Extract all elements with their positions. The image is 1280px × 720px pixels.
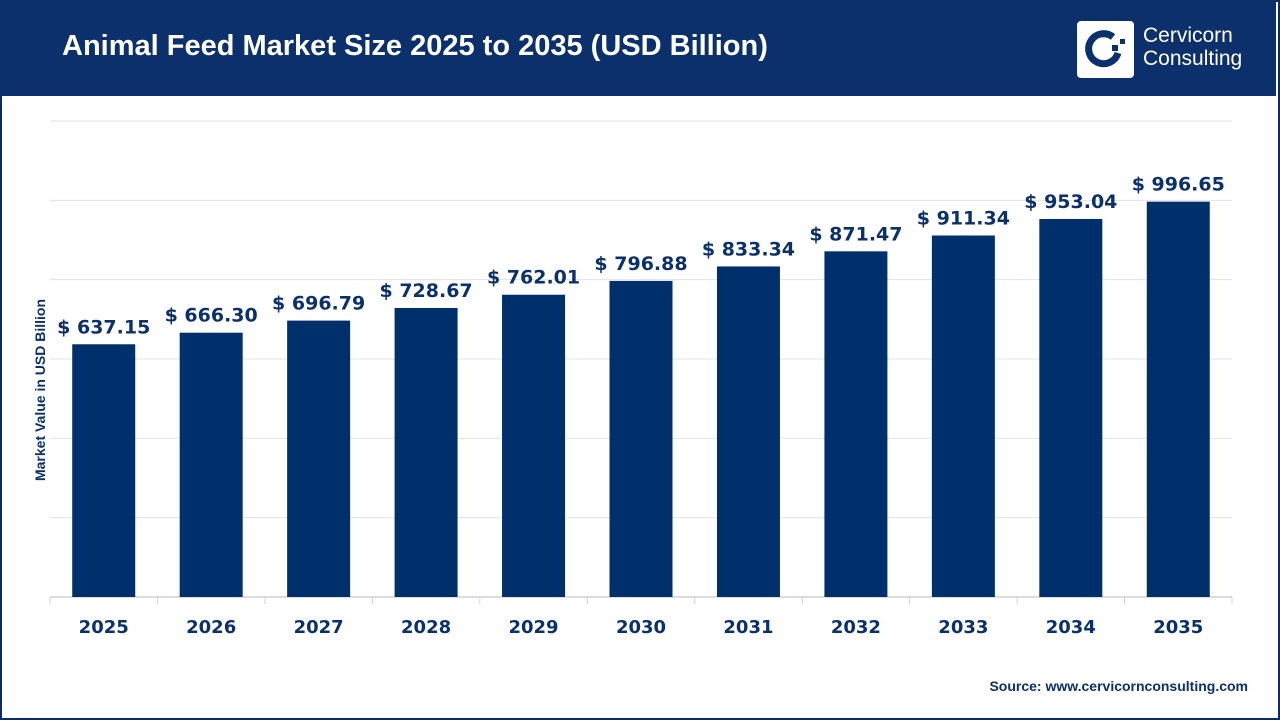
x-tick-label: 2028 bbox=[401, 617, 451, 638]
x-tick-label: 2033 bbox=[938, 617, 988, 638]
x-tick-label: 2025 bbox=[79, 617, 129, 638]
bar-2027 bbox=[287, 320, 351, 597]
logo-text: Cervicorn Consulting bbox=[1143, 24, 1242, 70]
x-tick-label: 2029 bbox=[508, 617, 558, 638]
data-label: $ 762.01 bbox=[487, 267, 580, 289]
header-banner: Animal Feed Market Size 2025 to 2035 (US… bbox=[0, 0, 1276, 96]
data-label: $ 911.34 bbox=[917, 208, 1010, 230]
data-label: $ 728.67 bbox=[380, 280, 473, 302]
data-label: $ 637.15 bbox=[57, 316, 150, 338]
y-axis-label: Market Value in USD Billion bbox=[32, 298, 48, 482]
chart-title: Animal Feed Market Size 2025 to 2035 (US… bbox=[62, 30, 768, 62]
data-label: $ 996.65 bbox=[1132, 174, 1225, 196]
bar-2030 bbox=[609, 280, 673, 597]
x-tick-label: 2031 bbox=[723, 617, 773, 638]
bar-2026 bbox=[179, 332, 243, 597]
bar-2031 bbox=[716, 266, 780, 597]
bar-2033 bbox=[931, 235, 995, 597]
x-tick-label: 2034 bbox=[1046, 617, 1096, 638]
bar-2032 bbox=[824, 251, 888, 597]
x-tick-label: 2035 bbox=[1153, 617, 1203, 638]
cervicorn-logo-icon bbox=[1077, 21, 1134, 78]
data-label: $ 696.79 bbox=[272, 293, 365, 315]
logo-line-2: Consulting bbox=[1143, 47, 1243, 70]
bar-2025 bbox=[72, 344, 136, 597]
logo-line-1: Cervicorn bbox=[1143, 24, 1233, 47]
bar-2035 bbox=[1146, 201, 1210, 597]
bar-2028 bbox=[394, 307, 458, 597]
bar-2034 bbox=[1039, 218, 1103, 597]
data-label: $ 666.30 bbox=[165, 305, 258, 327]
x-tick-label: 2026 bbox=[186, 617, 236, 638]
x-tick-label: 2030 bbox=[616, 617, 666, 638]
source-text: Source: www.cervicornconsulting.com bbox=[989, 678, 1248, 694]
data-label: $ 833.34 bbox=[702, 238, 795, 260]
data-label: $ 953.04 bbox=[1024, 191, 1117, 213]
x-tick-label: 2027 bbox=[294, 617, 344, 638]
x-tick-label: 2032 bbox=[831, 617, 881, 638]
bar-2029 bbox=[502, 294, 566, 597]
data-label: $ 796.88 bbox=[594, 253, 687, 275]
data-label: $ 871.47 bbox=[809, 223, 902, 245]
